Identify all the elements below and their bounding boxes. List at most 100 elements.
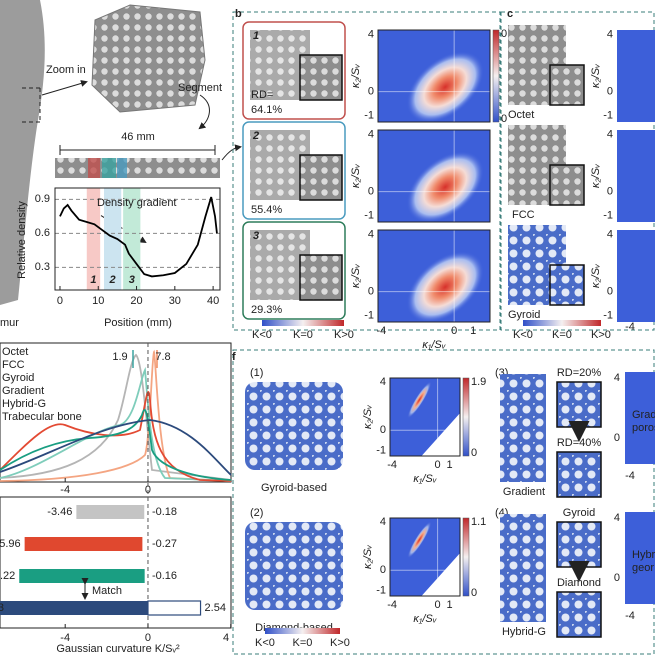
bar xyxy=(19,569,145,583)
structure-image xyxy=(500,514,546,622)
segment-label: Segment xyxy=(178,82,222,94)
rd-value: 55.4% xyxy=(251,204,282,216)
item-index: (1) xyxy=(250,367,263,379)
legend-label: FCC xyxy=(2,359,25,371)
y-axis-label: κ₂/Sᵥ xyxy=(362,405,374,429)
femur-image xyxy=(0,0,45,305)
inset xyxy=(299,54,343,101)
y-axis-label: κ₂/Sᵥ xyxy=(350,264,362,288)
x-tick-label: 1 xyxy=(446,599,452,611)
structure-image xyxy=(245,382,343,470)
legend-label: K<0 xyxy=(255,637,275,649)
y-tick-label: -1 xyxy=(603,109,613,121)
structure-label: Gradient xyxy=(503,486,545,498)
rd-value: 64.1% xyxy=(251,104,282,116)
x-tick-label: 0 xyxy=(145,632,151,644)
panel-b-frame xyxy=(232,11,501,331)
colorbar-label: 0 xyxy=(471,447,477,459)
y-tick-label: -1 xyxy=(376,444,386,456)
length-bar xyxy=(59,145,216,155)
heatmap-peak xyxy=(407,381,432,419)
distribution-curve xyxy=(0,419,232,476)
x-tick-label: -4 xyxy=(387,599,397,611)
colorbar xyxy=(462,377,470,457)
x-axis-label: Position (mm) xyxy=(104,317,172,329)
y-tick-label: 0.9 xyxy=(35,193,50,205)
legend-label: Hybrid-G xyxy=(2,398,46,410)
distribution-curve xyxy=(0,391,232,482)
sample-number: 3 xyxy=(253,230,259,242)
inset xyxy=(556,591,602,638)
y-tick-label: 0 xyxy=(607,86,613,98)
y-tick-label: -1 xyxy=(364,209,374,221)
y-tick-label: 4 xyxy=(380,376,386,388)
x-axis-label: Gaussian curvature K/Sᵥ² xyxy=(56,643,180,655)
y-tick-label: 0 xyxy=(614,572,620,584)
excluded-region xyxy=(421,413,460,456)
inset-label: RD=20% xyxy=(557,367,602,379)
y-tick-label: 0 xyxy=(380,424,386,436)
x-tick-label: 0 xyxy=(57,295,63,307)
legend-label: K>0 xyxy=(334,329,354,341)
x-tick-label: -4 xyxy=(625,321,635,333)
inset-label: Diamond xyxy=(557,577,601,589)
y-tick-label: 4 xyxy=(368,129,374,141)
y-tick-label: 4 xyxy=(614,372,620,384)
heatmap-peak xyxy=(406,51,484,123)
band-label: 3 xyxy=(129,274,135,286)
density-line xyxy=(59,196,218,278)
y-tick-label: 0 xyxy=(368,286,374,298)
structure-label: Gyroid xyxy=(508,309,540,321)
legend-label: K<0 xyxy=(513,329,533,341)
y-tick-label: -1 xyxy=(376,584,386,596)
value-label: -0.27 xyxy=(152,538,177,550)
bar xyxy=(76,505,145,519)
band-label: 1 xyxy=(90,274,96,286)
x-tick-label: 10 xyxy=(92,295,104,307)
inset xyxy=(556,521,602,568)
plot-frame xyxy=(0,342,232,483)
bar xyxy=(147,600,202,616)
y-axis-label: κ₂/Sᵥ xyxy=(590,64,602,88)
zoom-label: Zoom in xyxy=(46,64,86,76)
inset xyxy=(556,381,602,428)
segment-2 xyxy=(102,158,116,178)
item-index: (2) xyxy=(250,507,263,519)
note: poros xyxy=(632,422,655,434)
note: Gradi xyxy=(632,409,655,421)
rd-prefix: RD= xyxy=(251,89,273,101)
note: Hybr xyxy=(632,549,655,561)
femur-label: mur xyxy=(0,317,19,329)
heatmap-frame xyxy=(377,229,491,323)
y-tick-label: -1 xyxy=(603,209,613,221)
segment-1 xyxy=(88,158,100,178)
y-axis-label: κ₂/Sᵥ xyxy=(590,164,602,188)
heatmap xyxy=(617,130,655,222)
y-tick-label: 0 xyxy=(380,564,386,576)
heatmap-peak xyxy=(406,151,484,223)
y-axis-label: κ₂/Sᵥ xyxy=(362,545,374,569)
colorbar xyxy=(462,517,470,597)
y-axis-label: κ₂/Sᵥ xyxy=(590,264,602,288)
value-label: 3 xyxy=(0,602,4,614)
y-axis-label: Relative density xyxy=(16,201,28,279)
heatmap xyxy=(617,230,655,322)
band xyxy=(104,188,122,290)
inset xyxy=(299,154,343,201)
y-tick-label: -1 xyxy=(364,309,374,321)
y-tick-label: -1 xyxy=(364,109,374,121)
x-tick-label: 20 xyxy=(130,295,142,307)
band-label: 2 xyxy=(109,274,116,286)
y-tick-label: 0 xyxy=(607,286,613,298)
segment-3 xyxy=(117,158,127,178)
band xyxy=(86,188,101,290)
inset xyxy=(556,451,602,498)
x-tick-label: 1 xyxy=(446,459,452,471)
legend-label: K=0 xyxy=(293,329,313,341)
y-tick-label: 0.6 xyxy=(35,227,50,239)
structure-label: Octet xyxy=(508,109,534,121)
value-label: -6.22 xyxy=(0,570,15,582)
y-tick-label: 4 xyxy=(607,29,613,41)
arrow xyxy=(41,80,88,96)
